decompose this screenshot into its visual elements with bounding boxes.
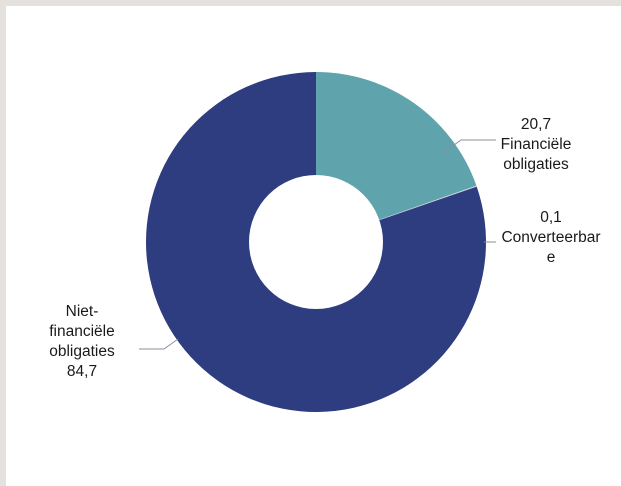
slice-label-line: 20,7 xyxy=(521,116,551,133)
slice-label-line: obligaties xyxy=(49,343,115,360)
chart-panel: 20,7 Financiële obligaties 0,1 Converteerbar… xyxy=(6,6,621,486)
donut-chart: 20,7 Financiële obligaties 0,1 Converteerbar… xyxy=(49,72,601,412)
label-converteerbare: 0,1 Converteerbar e xyxy=(484,209,601,266)
donut-hole xyxy=(249,175,383,309)
slice-label-line: Niet- xyxy=(66,303,99,320)
label-niet-financi-le-obligaties: Niet-financiële obligaties 84,7 xyxy=(49,303,179,380)
leader-line xyxy=(442,139,496,154)
leader-line xyxy=(139,338,179,350)
slice-labels: 20,7 Financiële obligaties 0,1 Converteerbar… xyxy=(49,116,600,380)
slice-label-line: financiële xyxy=(49,323,115,340)
slice-label-line: obligaties xyxy=(503,156,569,173)
slice-label-line: 84,7 xyxy=(67,363,97,380)
slice-label-line: e xyxy=(547,249,556,266)
slice-label-line: Converteerbar xyxy=(501,229,600,246)
slice-label-line: 0,1 xyxy=(540,209,562,226)
label-financi-le-obligaties: 20,7 Financiële obligaties xyxy=(442,116,572,173)
slice-label-line: Financiële xyxy=(501,136,572,153)
